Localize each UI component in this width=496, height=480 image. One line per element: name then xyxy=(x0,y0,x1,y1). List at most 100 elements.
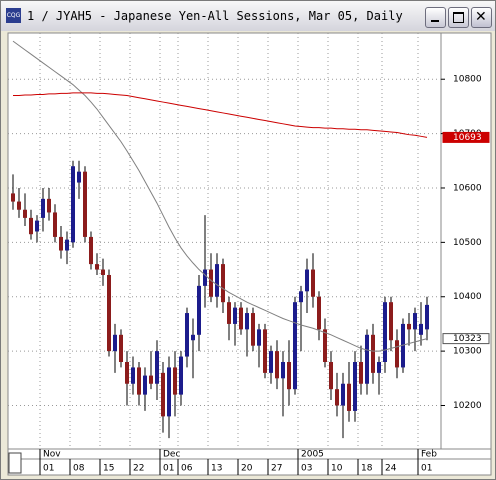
candle-body xyxy=(353,361,357,411)
candle-body xyxy=(359,361,363,384)
candle-body xyxy=(167,367,171,417)
close-button[interactable]: ✕ xyxy=(471,7,492,28)
candle-body xyxy=(365,334,369,384)
candle-body xyxy=(311,269,315,297)
x-tick-label: 06 xyxy=(181,464,193,474)
candle-body xyxy=(65,239,69,251)
candle-body xyxy=(239,307,243,330)
candle-body xyxy=(119,334,123,362)
candle-body xyxy=(257,329,261,346)
candle-body xyxy=(77,171,81,183)
candle-body xyxy=(203,269,207,286)
candle-body xyxy=(155,351,159,384)
x-tick-label: 03 xyxy=(301,464,312,474)
candle-body xyxy=(293,302,297,390)
candle-body xyxy=(89,236,93,265)
candle-body xyxy=(209,269,213,297)
candle-body xyxy=(389,302,393,341)
candle-body xyxy=(191,334,195,341)
month-label: Feb xyxy=(421,450,437,460)
y-tick-label: 10400 xyxy=(453,292,482,302)
moving-average xyxy=(13,92,428,138)
x-tick-label: 20 xyxy=(241,464,253,474)
candle-body xyxy=(341,383,345,406)
price-axis xyxy=(440,32,492,450)
month-label: 2005 xyxy=(301,450,324,460)
x-tick-label: 10 xyxy=(331,464,343,474)
candle-body xyxy=(269,351,273,373)
candle-body xyxy=(149,375,153,384)
candle-body xyxy=(407,323,411,330)
x-tick-label: 01 xyxy=(421,464,432,474)
time-axis xyxy=(7,448,492,476)
candle-body xyxy=(377,361,381,373)
price-tag-label: 10693 xyxy=(453,133,482,143)
candle-body xyxy=(335,389,339,406)
candle-body xyxy=(71,166,75,243)
candle-body xyxy=(413,313,417,330)
candle-body xyxy=(161,372,165,417)
candle-body xyxy=(173,367,177,395)
candle-body xyxy=(35,220,39,232)
candle-body xyxy=(305,269,309,292)
candle-body xyxy=(185,313,189,357)
candle-body xyxy=(371,334,375,373)
candle-body xyxy=(107,274,111,352)
chart: 1020010300104001050010600107001080001081… xyxy=(7,32,492,476)
candle-body xyxy=(29,217,33,235)
y-tick-label: 10300 xyxy=(453,347,482,357)
x-tick-label: 18 xyxy=(361,464,373,474)
candle-body xyxy=(11,193,15,202)
candle-body xyxy=(143,375,147,395)
x-tick-label: 01 xyxy=(163,464,174,474)
candle-body xyxy=(287,361,291,390)
candle-body xyxy=(401,323,405,368)
minimize-button[interactable] xyxy=(425,7,446,28)
candle-body xyxy=(317,296,321,330)
candle-body xyxy=(425,304,429,330)
candle-body xyxy=(299,291,303,303)
candle-body xyxy=(227,302,231,324)
candle-body xyxy=(53,212,57,237)
price-tag-label: 10323 xyxy=(453,334,482,344)
candle-body xyxy=(113,334,117,352)
y-tick-label: 10200 xyxy=(453,401,482,411)
candle-body xyxy=(137,367,141,395)
corner-box[interactable] xyxy=(8,452,22,474)
candle-body xyxy=(233,307,237,324)
x-tick-label: 13 xyxy=(211,464,222,474)
candle-body xyxy=(281,361,285,379)
candle-body xyxy=(245,313,249,330)
candle-body xyxy=(221,264,225,303)
candle-body xyxy=(347,383,351,411)
candle-body xyxy=(329,361,333,390)
title-bar: CQG 1 / JYAH5 - Japanese Yen-All Session… xyxy=(1,1,495,31)
candle-body xyxy=(101,269,105,275)
candle-body xyxy=(179,356,183,395)
y-tick-label: 10800 xyxy=(453,75,482,85)
candle-body xyxy=(197,285,201,335)
candle-body xyxy=(47,198,51,213)
candle-body xyxy=(323,329,327,362)
month-label: Nov xyxy=(43,450,61,460)
window-title: 1 / JYAH5 - Japanese Yen-All Sessions, M… xyxy=(27,9,403,23)
price-tag xyxy=(442,131,490,143)
candle-body xyxy=(419,323,423,335)
candle-body xyxy=(41,198,45,218)
candle-body xyxy=(395,340,399,368)
x-tick-label: 01 xyxy=(43,464,54,474)
candle-body xyxy=(131,367,135,384)
x-tick-label: 22 xyxy=(133,464,144,474)
month-label: Dec xyxy=(163,450,180,460)
app-icon: CQG xyxy=(6,8,21,23)
maximize-button[interactable] xyxy=(448,7,469,28)
candle-body xyxy=(383,302,387,362)
x-tick-label: 27 xyxy=(271,464,282,474)
candle-body xyxy=(125,361,129,384)
price-tag xyxy=(442,333,490,345)
x-tick-label: 08 xyxy=(73,464,85,474)
x-tick-label: 15 xyxy=(103,464,114,474)
candle-body xyxy=(251,313,255,346)
y-tick-label: 10600 xyxy=(453,183,482,193)
candle-body xyxy=(17,201,21,210)
